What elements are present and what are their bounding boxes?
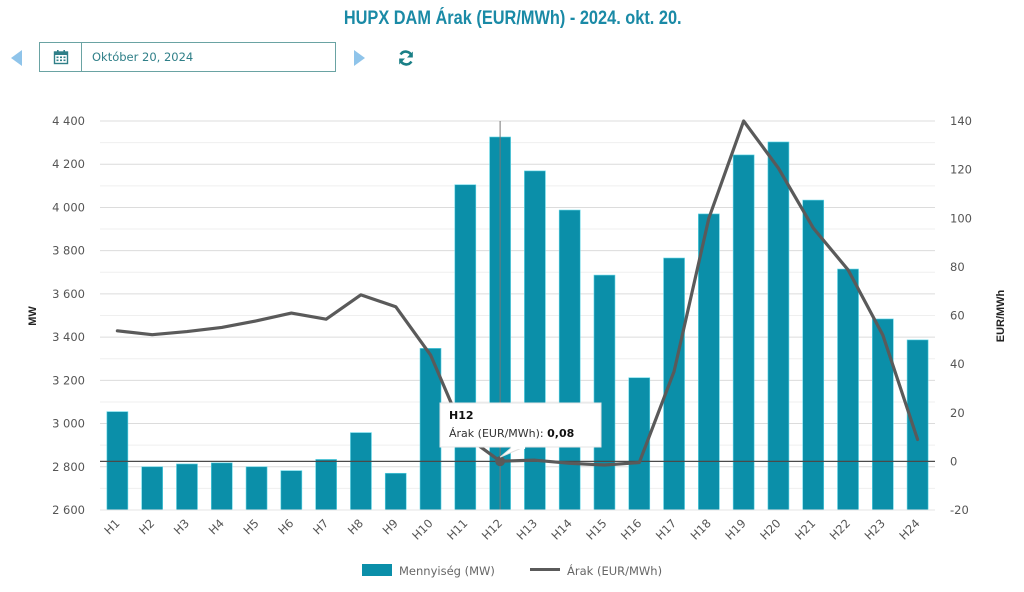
bar-H17[interactable] [663,257,685,511]
legend: Mennyiség (MW) Árak (EUR/MWh) [362,563,662,578]
right-tick-label: 20 [950,406,965,420]
bar-H18[interactable] [698,213,720,511]
legend-swatch-mennyiseg [362,564,392,576]
tooltip-box [439,402,602,448]
left-tick-label: 3 000 [52,417,85,431]
x-tick-label: H5 [240,516,261,537]
refresh-button[interactable] [396,48,416,72]
x-tick-label: H16 [618,516,644,542]
left-tick-label: 4 200 [52,157,85,171]
x-tick-label: H24 [896,516,922,542]
right-tick-label: 80 [950,260,965,274]
left-tick-label: 3 800 [52,244,85,258]
x-tick-label: H9 [380,516,401,537]
refresh-icon [399,50,413,66]
x-tick-label: H3 [171,516,192,537]
left-tick-label: 3 400 [52,330,85,344]
left-tick-label: 3 600 [52,287,85,301]
x-axis: H1 H2 H3 H4 H5 H6 H7 H8 H9 H10 H11 H12 H13 H14 H15 H16 H… [100,509,935,543]
bar-H4[interactable] [210,462,233,511]
chart-title: HUPX DAM Árak (EUR/MWh) - 2024. okt. 20. [343,8,682,29]
bar-H2[interactable] [141,466,163,511]
legend-label-arak[interactable]: Árak (EUR/MWh) [567,563,662,578]
line-series [115,119,920,467]
bar-H3[interactable] [176,463,198,511]
right-tick-label: 40 [950,357,965,371]
right-tick-label: -20 [950,503,969,517]
x-tick-label: H19 [722,516,748,542]
caret-left-icon[interactable] [11,50,22,66]
bar-H7[interactable] [315,459,337,511]
bar-H20[interactable] [767,141,790,511]
x-tick-label: H12 [479,516,505,542]
x-tick-label: H17 [653,516,679,542]
bar-H6[interactable] [280,470,303,511]
calendar-icon [53,50,68,65]
tooltip-value: 0,08 [547,427,574,440]
left-tick-label: 4 400 [52,114,85,128]
x-tick-label: H8 [345,516,366,537]
x-tick-label: H23 [862,516,888,542]
x-tick-label: H13 [514,516,540,542]
x-tick-label: H18 [688,516,714,542]
left-axis-title: MW [27,306,39,326]
x-tick-label: H11 [444,516,470,542]
legend-label-mennyiseg[interactable]: Mennyiség (MW) [399,564,495,578]
bar-H21[interactable] [802,199,825,511]
x-tick-label: H4 [206,516,227,537]
bar-H5[interactable] [245,466,268,511]
legend-swatch-arak [530,568,560,571]
tooltip: H12 Árak (EUR/MWh): 0,08 [439,402,602,458]
right-tick-label: 140 [950,114,972,128]
tooltip-label: Árak (EUR/MWh): 0,08 [449,427,574,440]
right-tick-label: 120 [950,163,972,177]
x-tick-label: H1 [101,516,122,537]
x-tick-label: H15 [583,516,609,542]
tooltip-pointer-mask [511,445,526,449]
left-tick-label: 3 200 [52,373,85,387]
left-tick-label: 4 000 [52,200,85,214]
calendar-button[interactable] [40,43,82,71]
left-tick-label: 2 600 [52,503,85,517]
right-axis-title: EUR/MWh [995,289,1007,342]
caret-right-icon[interactable] [354,50,365,66]
tooltip-title: H12 [449,409,474,422]
right-tick-label: 0 [950,454,957,468]
bar-H15[interactable] [593,274,616,511]
x-tick-label: H2 [136,516,157,537]
right-tick-label: 100 [950,211,972,225]
price-point-H12[interactable] [495,456,506,467]
date-input[interactable]: Október 20, 2024 [92,50,194,64]
x-tick-label: H14 [548,516,574,542]
bar-series [106,136,929,511]
x-tick-label: H21 [792,516,818,542]
price-line[interactable] [115,119,920,467]
bar-H22[interactable] [837,268,859,511]
left-axis: 2 600 2 800 3 000 3 200 3 400 3 600 3 800 4 000… [52,114,85,517]
x-tick-label: H6 [275,516,296,537]
x-tick-label: H7 [310,516,331,537]
x-tick-label: H22 [827,516,853,542]
right-axis: -20 0 20 40 60 80 100 120 140 [950,114,972,517]
x-tick-label: H20 [757,516,783,542]
bar-H9[interactable] [384,472,407,511]
right-tick-label: 60 [950,309,965,323]
bar-H8[interactable] [350,432,372,511]
left-tick-label: 2 800 [52,460,85,474]
bar-H19[interactable] [732,154,755,511]
bar-H24[interactable] [906,339,929,511]
x-tick-label: H10 [409,516,435,542]
bar-H23[interactable] [872,318,894,511]
date-picker[interactable]: Október 20, 2024 [39,42,336,72]
